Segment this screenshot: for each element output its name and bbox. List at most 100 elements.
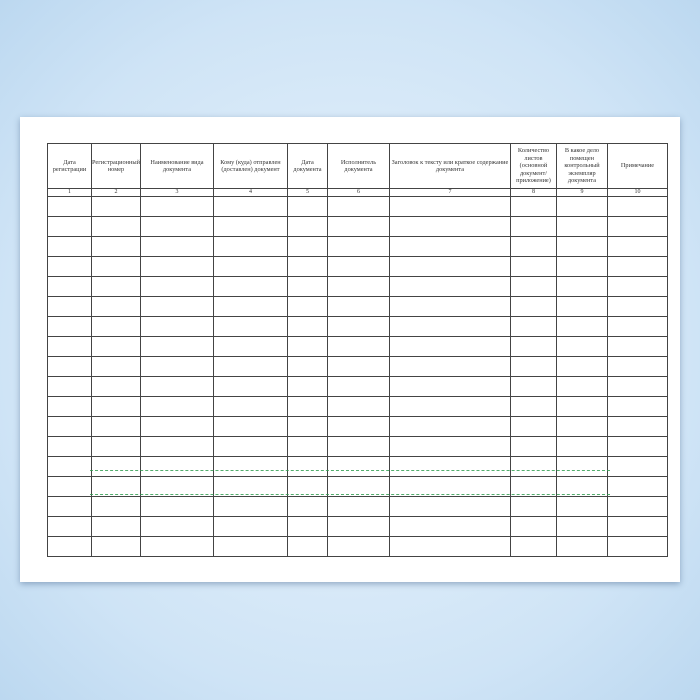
table-cell[interactable] xyxy=(606,516,668,537)
table-cell[interactable] xyxy=(509,376,557,397)
table-cell[interactable] xyxy=(91,536,141,557)
table-cell[interactable] xyxy=(388,276,511,297)
table-cell[interactable] xyxy=(286,396,328,417)
table-cell[interactable] xyxy=(326,396,390,417)
table-cell[interactable] xyxy=(212,236,288,257)
table-cell[interactable] xyxy=(509,216,557,237)
table-cell[interactable] xyxy=(555,216,608,237)
table-cell[interactable] xyxy=(555,456,608,477)
table-cell[interactable] xyxy=(91,196,141,217)
table-cell[interactable] xyxy=(388,436,511,457)
table-cell[interactable] xyxy=(555,316,608,337)
table-cell[interactable] xyxy=(212,296,288,317)
table-cell[interactable] xyxy=(91,236,141,257)
table-cell[interactable] xyxy=(286,236,328,257)
table-cell[interactable] xyxy=(509,416,557,437)
table-cell[interactable] xyxy=(91,316,141,337)
table-cell[interactable] xyxy=(91,296,141,317)
table-cell[interactable] xyxy=(212,456,288,477)
table-cell[interactable] xyxy=(139,276,214,297)
table-cell[interactable] xyxy=(606,416,668,437)
table-cell[interactable] xyxy=(139,436,214,457)
table-cell[interactable] xyxy=(212,356,288,377)
table-cell[interactable] xyxy=(139,496,214,517)
table-cell[interactable] xyxy=(555,396,608,417)
table-cell[interactable] xyxy=(139,536,214,557)
table-cell[interactable] xyxy=(286,196,328,217)
table-cell[interactable] xyxy=(606,376,668,397)
table-cell[interactable] xyxy=(139,456,214,477)
table-cell[interactable] xyxy=(47,276,92,297)
table-cell[interactable] xyxy=(555,236,608,257)
table-cell[interactable] xyxy=(606,356,668,377)
table-cell[interactable] xyxy=(606,456,668,477)
table-cell[interactable] xyxy=(326,456,390,477)
table-cell[interactable] xyxy=(555,516,608,537)
table-cell[interactable] xyxy=(388,496,511,517)
table-cell[interactable] xyxy=(388,336,511,357)
table-cell[interactable] xyxy=(326,256,390,277)
table-cell[interactable] xyxy=(286,256,328,277)
table-cell[interactable] xyxy=(212,516,288,537)
table-cell[interactable] xyxy=(509,516,557,537)
table-cell[interactable] xyxy=(286,416,328,437)
table-cell[interactable] xyxy=(47,456,92,477)
table-cell[interactable] xyxy=(509,356,557,377)
table-cell[interactable] xyxy=(212,496,288,517)
table-cell[interactable] xyxy=(47,356,92,377)
table-cell[interactable] xyxy=(509,436,557,457)
table-cell[interactable] xyxy=(555,336,608,357)
table-cell[interactable] xyxy=(509,256,557,277)
table-cell[interactable] xyxy=(509,296,557,317)
table-cell[interactable] xyxy=(286,216,328,237)
table-cell[interactable] xyxy=(47,436,92,457)
table-cell[interactable] xyxy=(606,436,668,457)
table-cell[interactable] xyxy=(212,276,288,297)
table-cell[interactable] xyxy=(139,316,214,337)
table-cell[interactable] xyxy=(91,336,141,357)
table-cell[interactable] xyxy=(212,196,288,217)
table-cell[interactable] xyxy=(555,536,608,557)
table-cell[interactable] xyxy=(212,256,288,277)
table-cell[interactable] xyxy=(606,496,668,517)
table-cell[interactable] xyxy=(606,396,668,417)
table-cell[interactable] xyxy=(47,256,92,277)
table-cell[interactable] xyxy=(326,516,390,537)
table-cell[interactable] xyxy=(555,416,608,437)
table-cell[interactable] xyxy=(606,196,668,217)
table-cell[interactable] xyxy=(91,416,141,437)
table-cell[interactable] xyxy=(388,356,511,377)
table-cell[interactable] xyxy=(47,236,92,257)
table-cell[interactable] xyxy=(47,316,92,337)
table-cell[interactable] xyxy=(509,496,557,517)
table-cell[interactable] xyxy=(47,476,92,497)
table-cell[interactable] xyxy=(555,196,608,217)
table-cell[interactable] xyxy=(326,316,390,337)
table-cell[interactable] xyxy=(212,336,288,357)
table-cell[interactable] xyxy=(555,256,608,277)
table-cell[interactable] xyxy=(212,436,288,457)
table-cell[interactable] xyxy=(388,396,511,417)
table-cell[interactable] xyxy=(555,296,608,317)
table-cell[interactable] xyxy=(139,516,214,537)
table-cell[interactable] xyxy=(555,376,608,397)
table-cell[interactable] xyxy=(212,416,288,437)
table-cell[interactable] xyxy=(286,516,328,537)
table-cell[interactable] xyxy=(91,456,141,477)
table-cell[interactable] xyxy=(509,456,557,477)
table-cell[interactable] xyxy=(555,356,608,377)
table-cell[interactable] xyxy=(139,416,214,437)
table-cell[interactable] xyxy=(139,356,214,377)
table-cell[interactable] xyxy=(91,376,141,397)
table-cell[interactable] xyxy=(286,316,328,337)
table-cell[interactable] xyxy=(326,496,390,517)
table-cell[interactable] xyxy=(388,216,511,237)
table-cell[interactable] xyxy=(286,456,328,477)
table-cell[interactable] xyxy=(139,376,214,397)
table-cell[interactable] xyxy=(326,356,390,377)
table-cell[interactable] xyxy=(606,476,668,497)
table-cell[interactable] xyxy=(91,436,141,457)
table-cell[interactable] xyxy=(326,216,390,237)
table-cell[interactable] xyxy=(47,216,92,237)
table-cell[interactable] xyxy=(212,396,288,417)
